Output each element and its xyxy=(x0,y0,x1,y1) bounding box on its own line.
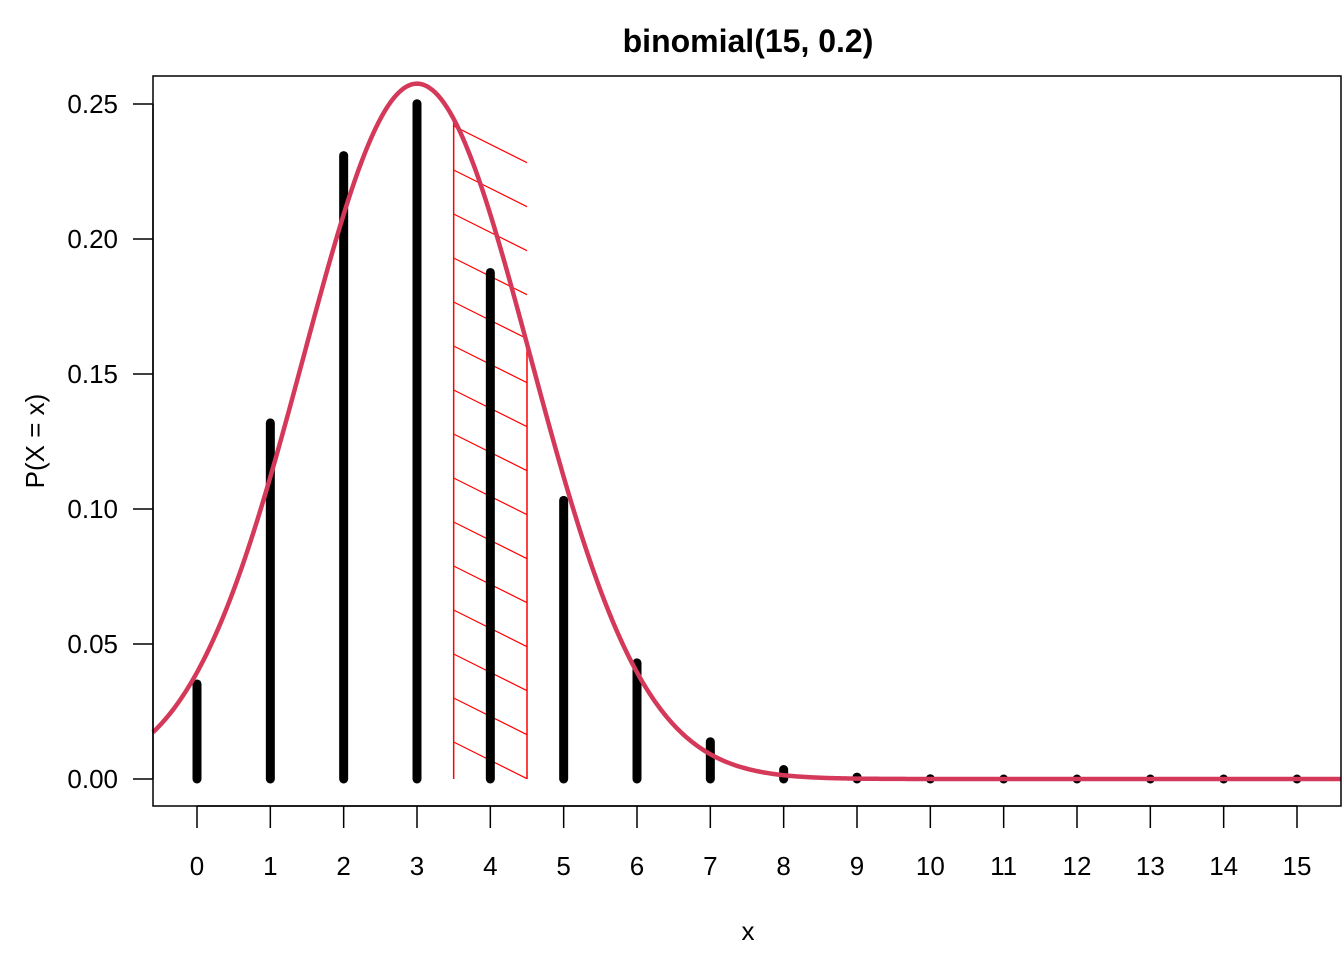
hatch-line xyxy=(453,213,528,252)
y-axis-label: P(X = x) xyxy=(20,394,50,489)
x-axis-label: x xyxy=(742,916,755,946)
y-tick-label: 0.10 xyxy=(67,494,118,524)
plot-frame xyxy=(152,75,1342,807)
y-tick-label: 0.15 xyxy=(67,359,118,389)
y-tick-label: 0.20 xyxy=(67,224,118,254)
chart-title: binomial(15, 0.2) xyxy=(623,23,874,59)
hatch-line xyxy=(453,169,528,208)
y-tick-label: 0.00 xyxy=(67,764,118,794)
x-tick-label: 12 xyxy=(1063,851,1092,881)
x-tick-label: 6 xyxy=(630,851,644,881)
x-tick-label: 1 xyxy=(263,851,277,881)
x-axis: 0 1 2 3 4 5 6 7 8 9 10 11 12 13 14 15 xyxy=(190,805,1312,881)
x-tick-label: 10 xyxy=(916,851,945,881)
normal-curve-layer xyxy=(151,81,1341,782)
x-tick-label: 2 xyxy=(336,851,350,881)
x-tick-label: 11 xyxy=(990,851,1017,881)
x-tick-label: 4 xyxy=(483,851,497,881)
y-tick-label: 0.05 xyxy=(67,629,118,659)
x-tick-label: 0 xyxy=(190,851,204,881)
x-tick-label: 13 xyxy=(1136,851,1165,881)
x-tick-label: 8 xyxy=(776,851,790,881)
y-tick-label: 0.25 xyxy=(67,89,118,119)
x-tick-label: 3 xyxy=(410,851,424,881)
x-tick-label: 5 xyxy=(556,851,570,881)
x-tick-label: 7 xyxy=(703,851,717,881)
x-tick-label: 14 xyxy=(1209,851,1238,881)
bars xyxy=(192,99,1302,784)
y-axis: 0.00 0.05 0.10 0.15 0.20 0.25 xyxy=(67,89,154,794)
hatch-line xyxy=(453,125,528,164)
x-tick-label: 9 xyxy=(850,851,864,881)
x-tick-label: 15 xyxy=(1283,851,1312,881)
normal-curve xyxy=(151,81,1341,782)
